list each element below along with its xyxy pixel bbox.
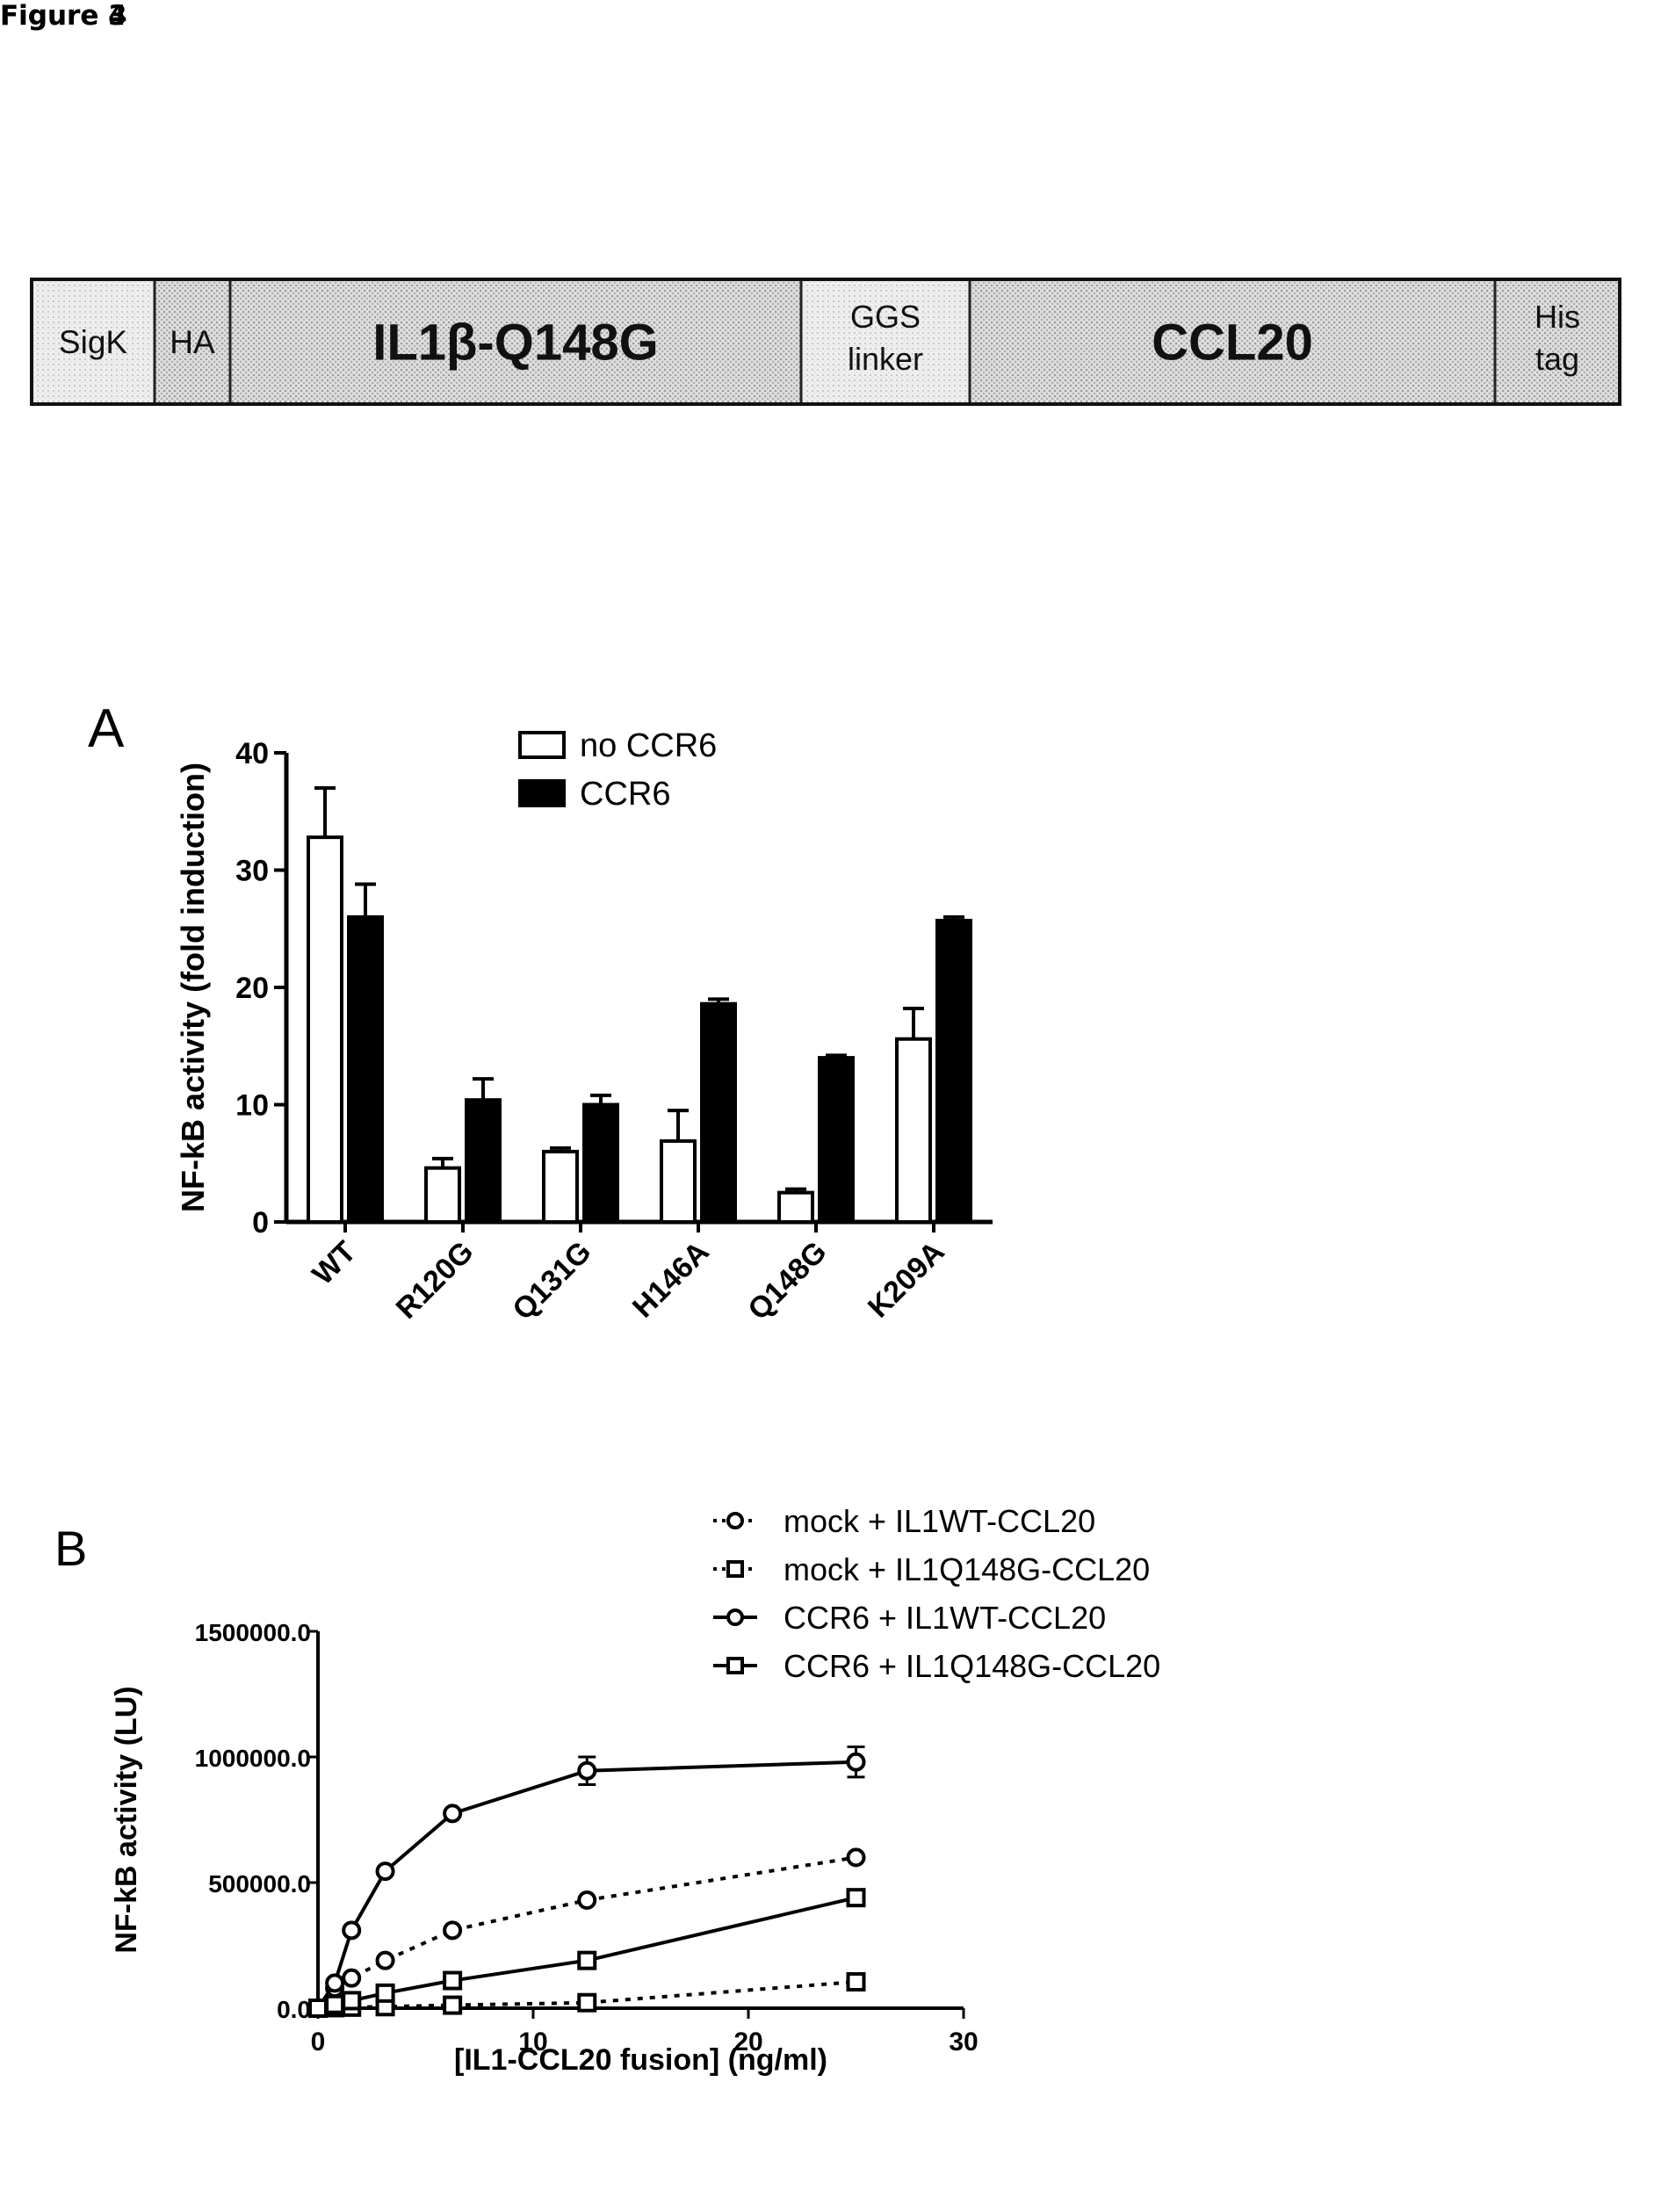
x-tick-label: WT [306, 1235, 362, 1291]
y-tick-label: 10 [235, 1089, 269, 1123]
construct-diagram: SigK HA IL1β-Q148G GGS linker CCL20 His tag [30, 278, 1621, 406]
series-line-0 [316, 1855, 856, 2010]
data-point-series-0 [375, 1950, 395, 1970]
figure-4-label: Figure 4 [0, 0, 127, 32]
data-point-series-0 [342, 1968, 362, 1988]
legend-marker [726, 1657, 744, 1674]
x-tick-label: 0 [311, 2028, 326, 2057]
x-axis-label: [IL1-CCL20 fusion] (ng/ml) [454, 2043, 827, 2077]
bar-h146a-ccr6 [700, 1001, 737, 1224]
data-point-series-3 [443, 1970, 463, 1991]
segment-histag-label: tag [1535, 341, 1579, 377]
segment-ccl20-box [968, 278, 1497, 406]
data-point-series-3 [375, 1983, 395, 2003]
y-tick-label: 0 [252, 1206, 269, 1240]
data-point-series-2 [846, 1752, 866, 1772]
legend-label: mock + IL1WT-CCL20 [784, 1503, 1095, 1539]
bar-chart-panel-a: A 0 10 20 30 40 NF-kB activity (fold induction… [88, 698, 993, 1326]
x-tick-label: H146A [626, 1235, 716, 1325]
bar-k209a-ccr6 [935, 918, 972, 1225]
series-line-2 [316, 1760, 856, 2010]
panel-a-letter: A [88, 698, 125, 759]
y-tick-label: 1500000.0 [195, 1619, 311, 1646]
segment-ggs-label: GGS [850, 299, 921, 335]
data-point-series-0 [846, 1847, 866, 1868]
legend-label: no CCR6 [580, 727, 717, 764]
bar-r120g-no-ccr6 [424, 1166, 461, 1224]
y-tick-label: 1000000.0 [195, 1745, 311, 1772]
bar-q131g-ccr6 [582, 1102, 619, 1224]
data-point-series-2 [342, 1920, 362, 1941]
data-point-series-3 [325, 1994, 345, 2014]
x-tick-label: 10 [518, 2028, 547, 2057]
data-point-series-2 [577, 1760, 597, 1781]
legend-label: CCR6 [580, 776, 670, 813]
data-point-series-0 [443, 1920, 463, 1941]
data-point-series-1 [577, 1992, 597, 2013]
bar-q131g-no-ccr6 [542, 1149, 579, 1225]
legend-marker [726, 1512, 744, 1529]
legend-marker [726, 1608, 744, 1626]
data-point-series-0 [577, 1890, 597, 1911]
bar-k209a-no-ccr6 [895, 1037, 932, 1224]
legend-marker [726, 1560, 744, 1578]
data-point-series-3 [846, 1888, 866, 1908]
y-axis-label: NF-kB activity (fold induction) [175, 763, 211, 1212]
y-tick-label: 30 [235, 855, 269, 888]
legend-label: CCR6 + IL1Q148G-CCL20 [784, 1648, 1160, 1684]
construct-outline [30, 278, 1621, 406]
y-tick-label: 0.0 [277, 1996, 311, 2023]
panel-b-letter: B [54, 1521, 87, 1576]
data-point-series-1 [443, 1995, 463, 2015]
bar-q148g-ccr6 [818, 1056, 855, 1224]
data-point-series-3 [577, 1950, 597, 1970]
data-point-series-1 [846, 1971, 866, 1992]
segment-il1b-label: IL1β-Q148G [372, 314, 659, 371]
data-point-series-3 [342, 1991, 362, 2011]
legend-swatch-ccr6 [518, 779, 566, 807]
y-tick-label: 20 [235, 972, 269, 1005]
bar-h146a-no-ccr6 [660, 1139, 697, 1225]
y-tick-label: 500000.0 [208, 1870, 311, 1898]
legend-label: mock + IL1Q148G-CCL20 [784, 1551, 1150, 1587]
y-tick-label: 40 [235, 737, 269, 770]
bar-q148g-no-ccr6 [777, 1190, 814, 1224]
segment-histag-box [1493, 278, 1621, 406]
data-point-series-3 [308, 1999, 328, 2018]
bar-wt-no-ccr6 [307, 835, 343, 1224]
segment-ggs-label: linker [848, 341, 923, 377]
segment-ha-label: HA [170, 324, 215, 360]
data-point-series-2 [443, 1804, 463, 1824]
x-tick-label: K209A [862, 1235, 951, 1325]
x-tick-label: Q131G [506, 1235, 597, 1326]
x-tick-label: 20 [733, 2028, 762, 2057]
data-point-series-2 [325, 1973, 345, 1993]
segment-sigk-label: SigK [59, 324, 127, 360]
segment-ccl20-label: CCL20 [1152, 314, 1313, 371]
segment-histag-label: His [1535, 299, 1580, 335]
bar-r120g-ccr6 [465, 1098, 502, 1225]
figure-3-label: Figure 3 [0, 0, 127, 32]
x-tick-label: 30 [949, 2028, 978, 2057]
bar-wt-ccr6 [347, 914, 384, 1225]
y-axis-label: NF-kB activity (LU) [110, 1686, 143, 1953]
line-chart-panel-b: B 0.0 500000.0 1000000.0 1500000.0 0 10 20 30 [IL… [54, 1503, 1160, 2077]
data-point-series-2 [375, 1861, 395, 1882]
legend-label: CCR6 + IL1WT-CCL20 [784, 1600, 1106, 1636]
legend-swatch-no-ccr6 [518, 731, 566, 759]
x-tick-label: R120G [390, 1235, 480, 1326]
x-tick-label: Q148G [741, 1235, 833, 1326]
